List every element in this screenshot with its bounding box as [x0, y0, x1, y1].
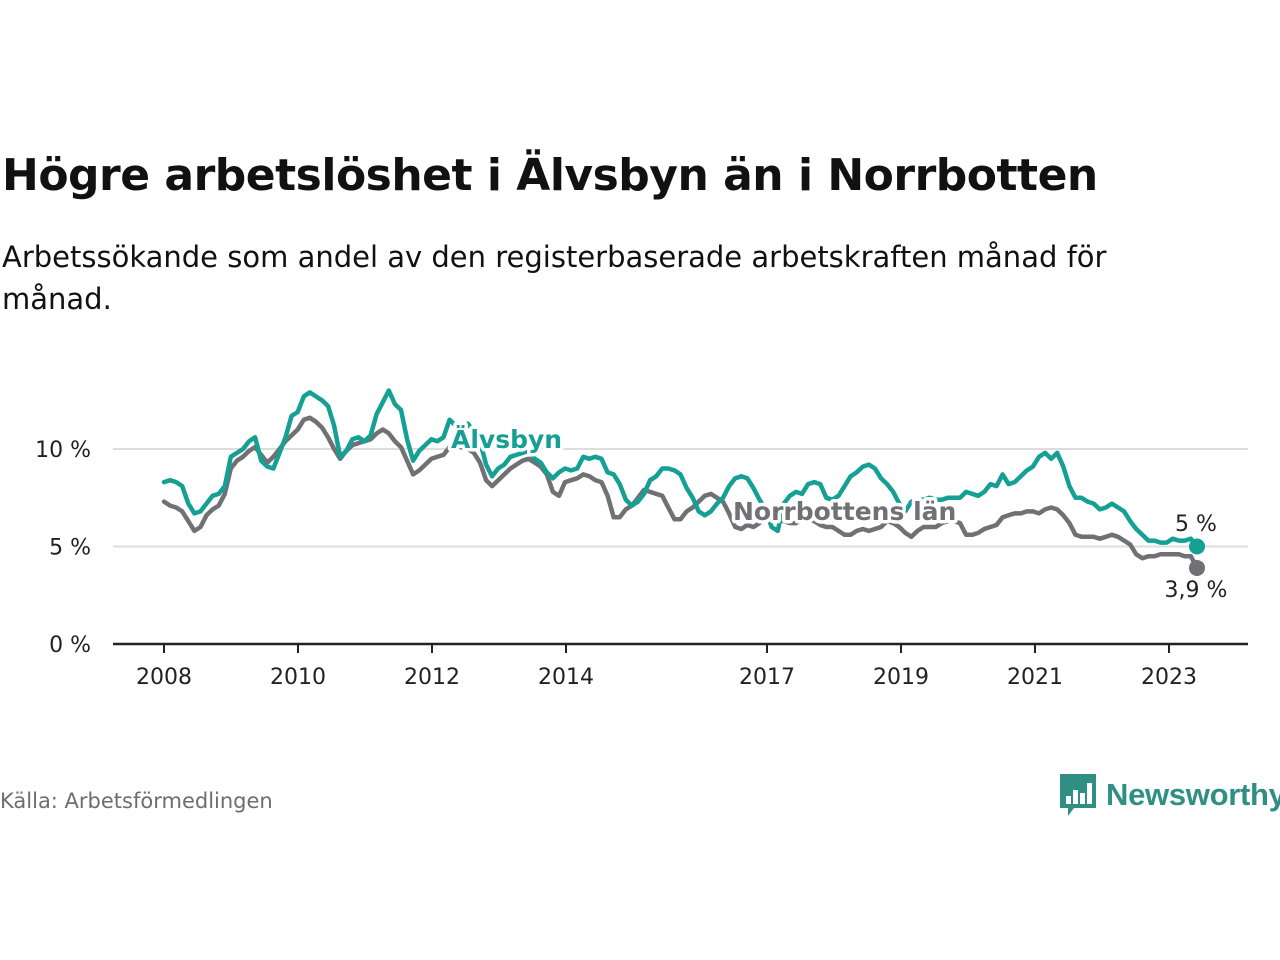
end-point-alvsbyn [1189, 538, 1205, 555]
x-tick-label: 2017 [739, 665, 795, 690]
bar-chart-logo-icon [1060, 774, 1096, 816]
y-tick-label: 0 % [49, 633, 91, 658]
y-tick-label: 5 % [49, 536, 91, 561]
end-label-norrbotten: 3,9 % [1165, 578, 1228, 603]
x-tick-label: 2010 [270, 665, 326, 690]
chart-subtitle: Arbetssökande som andel av den registerb… [2, 240, 1107, 316]
series-label-norrbotten: Norrbottens län [733, 497, 956, 526]
x-tick-label: 2023 [1141, 665, 1197, 690]
source-note: Källa: Arbetsförmedlingen [0, 789, 273, 813]
x-tick-label: 2019 [873, 665, 929, 690]
series-labels: Älvsbyn Norrbottens län 5 % 3,9 % [448, 421, 1231, 607]
x-tick-label: 2012 [404, 665, 460, 690]
brand-logo: Newsworthy [1058, 772, 1280, 818]
y-axis: 0 % 5 % 10 % [35, 438, 91, 658]
end-point-norrbotten [1189, 559, 1205, 576]
x-tick-label: 2014 [538, 665, 594, 690]
series-label-alvsbyn: Älvsbyn [451, 424, 562, 454]
series-line-norrbotten [161, 415, 1200, 571]
end-label-alvsbyn: 5 % [1175, 512, 1217, 537]
x-tick-label: 2008 [136, 665, 192, 690]
chart-title: Högre arbetslöshet i Älvsbyn än i Norrbo… [2, 150, 1098, 201]
brand-name: Newsworthy [1106, 777, 1280, 812]
x-axis: 2008 2010 2012 2014 2017 2019 2021 2023 [113, 642, 1248, 690]
gridlines [113, 448, 1248, 548]
series-line-alvsbyn [161, 388, 1200, 549]
series-lines [161, 388, 1205, 576]
y-tick-label: 10 % [35, 438, 91, 463]
x-tick-label: 2021 [1007, 665, 1063, 690]
